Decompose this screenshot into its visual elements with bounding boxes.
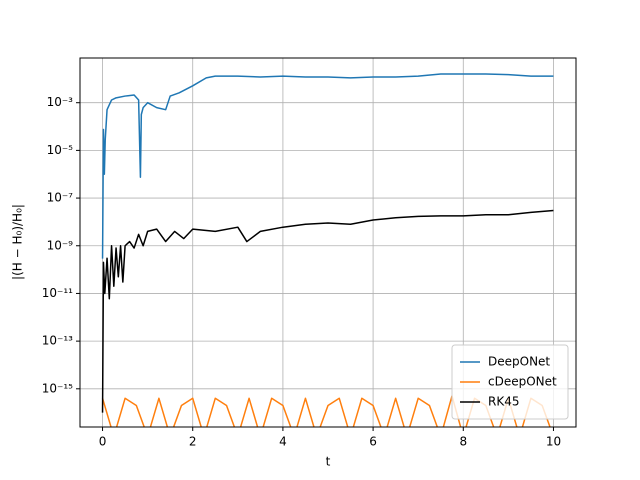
x-tick-label: 4 (279, 435, 287, 449)
legend: DeepONet cDeepONet RK45 (451, 344, 569, 420)
y-tick-label: 10⁻¹⁵ (42, 381, 73, 395)
legend-label: DeepONet (488, 355, 550, 369)
plot-frame (79, 57, 577, 428)
x-tick-label: 0 (99, 435, 107, 449)
x-tick-label: 10 (546, 435, 561, 449)
y-tick-label: 10⁻¹³ (42, 334, 73, 348)
series-line (101, 209, 554, 413)
y-axis-label: |(H − H₀)/H₀| (11, 204, 25, 280)
legend-box (451, 344, 569, 420)
legend-label: RK45 (488, 395, 519, 409)
y-tick-label: 10⁻¹¹ (42, 286, 73, 300)
grid (80, 58, 576, 427)
axes: 0 2 4 6 8 10 10⁻¹⁵ 10⁻¹³ 10⁻¹¹ 10⁻⁹ 10⁻⁷ 10⁻⁵ 10⁻³ (42, 95, 561, 448)
y-tick-label: 10⁻⁵ (47, 143, 74, 157)
x-tick-label: 2 (189, 435, 197, 449)
legend-label: cDeepONet (488, 375, 557, 389)
y-tick-label: 10⁻⁹ (47, 238, 74, 252)
y-tick-label: 10⁻³ (47, 95, 74, 109)
x-tick-label: 6 (369, 435, 377, 449)
x-axis-label: t (326, 455, 331, 469)
y-tick-label: 10⁻⁷ (47, 191, 74, 205)
series-line (101, 73, 554, 259)
x-tick-label: 8 (459, 435, 467, 449)
